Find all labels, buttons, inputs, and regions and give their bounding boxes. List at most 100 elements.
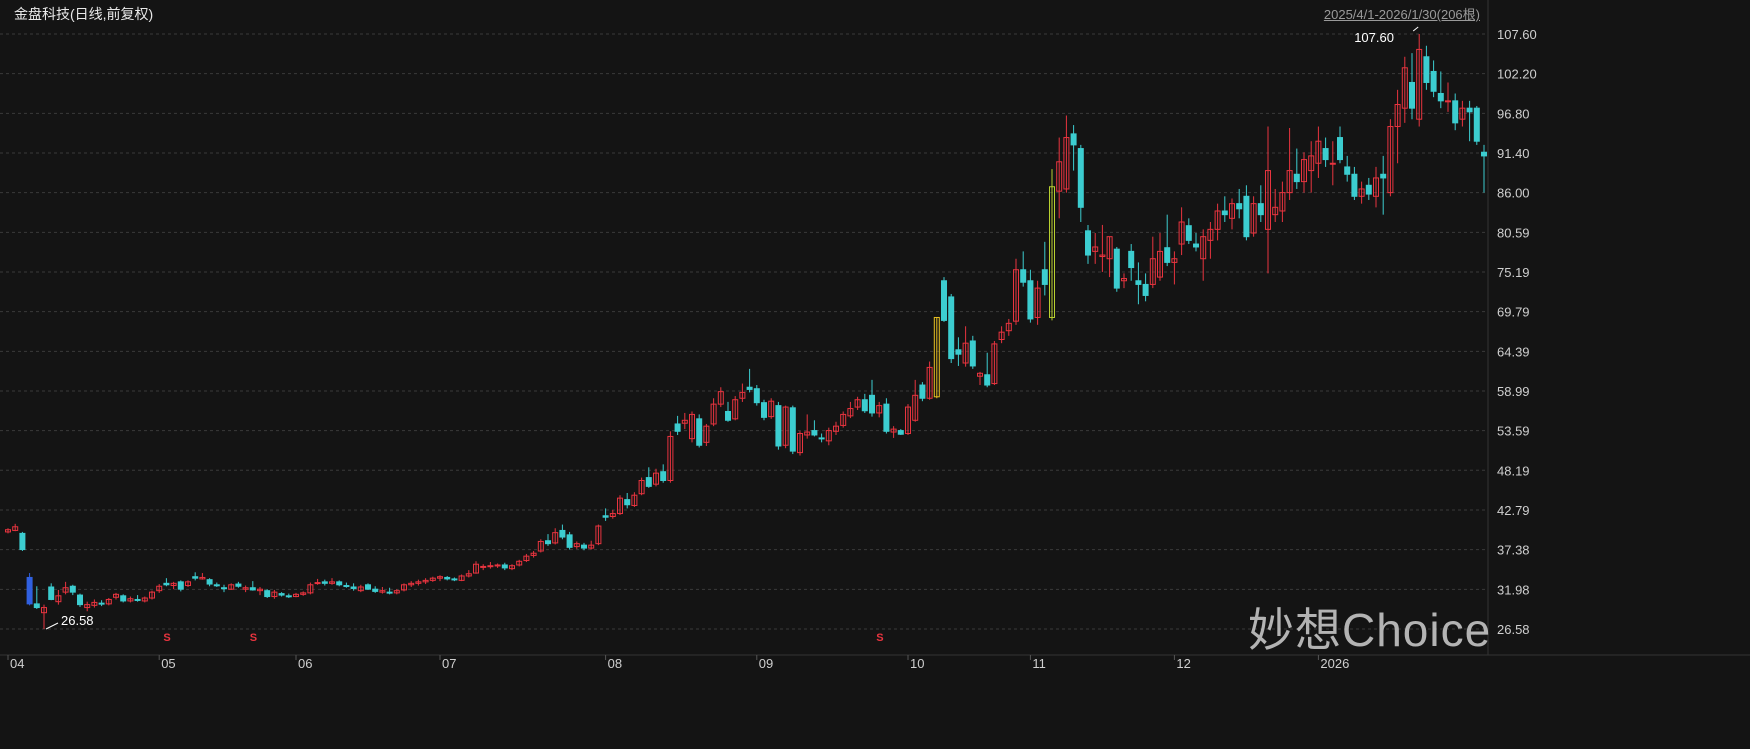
candle-body [300, 592, 307, 595]
y-tick-label: 26.58 [1497, 622, 1530, 637]
candle-body [1380, 173, 1387, 179]
candle-body [645, 477, 652, 487]
candle-body [26, 576, 33, 605]
candle-body [753, 388, 760, 404]
candle-body [1113, 248, 1120, 289]
y-tick-label: 107.60 [1497, 27, 1537, 42]
candle-body [969, 340, 976, 367]
candle-body [185, 581, 191, 587]
candle-body [1085, 230, 1091, 256]
candle-body [199, 576, 206, 580]
x-tick-label: 04 [10, 656, 24, 671]
x-tick-label: 05 [161, 656, 175, 671]
candle-body [170, 582, 177, 587]
candle-body [1279, 192, 1286, 212]
candle-body [84, 604, 91, 609]
candle-body [264, 590, 271, 598]
candle-body [1329, 162, 1336, 165]
chart-title: 金盘科技(日线,前复权) [14, 6, 154, 22]
candle-body [501, 564, 508, 569]
candle-body [1394, 104, 1401, 128]
candle-body [293, 593, 299, 598]
max-arrow [1412, 26, 1419, 32]
candle-body [717, 391, 724, 405]
candle-body [1409, 81, 1415, 109]
candle-body [681, 419, 688, 424]
candle-body [1128, 250, 1135, 269]
candle-body [617, 497, 623, 515]
candle-body [307, 584, 314, 594]
candle-body [933, 316, 940, 398]
candle-body [228, 584, 235, 590]
max-price-label: 107.60 [1354, 30, 1394, 45]
y-tick-label: 86.00 [1497, 186, 1530, 201]
candle-body [509, 565, 515, 570]
candle-body [271, 591, 278, 598]
candle-body [343, 585, 350, 588]
candle-body [1157, 250, 1163, 278]
candle-body [631, 494, 638, 506]
candle-body [1387, 126, 1394, 194]
y-tick-label: 48.19 [1497, 463, 1530, 478]
candle-body [1178, 221, 1185, 245]
candle-body [487, 565, 494, 568]
candle-body [566, 534, 573, 548]
candle-body [386, 591, 393, 594]
candle-body [141, 597, 148, 602]
candle-body [1301, 159, 1307, 183]
candle-body [422, 579, 429, 583]
candle-body [1466, 107, 1473, 113]
candle-body [1452, 100, 1459, 124]
candle-body [163, 582, 170, 586]
candle-body [1445, 100, 1451, 103]
signal-marker-icon: S [876, 632, 883, 644]
candle-body [278, 593, 285, 596]
candle-body [537, 540, 544, 552]
candle-body [1185, 225, 1192, 241]
candle-body [1315, 140, 1322, 164]
y-tick-label: 75.19 [1497, 265, 1530, 280]
candle-body [235, 583, 242, 587]
candle-body [1070, 133, 1077, 146]
candle-body [480, 565, 487, 568]
candle-body [1351, 173, 1358, 197]
candle-body [1401, 67, 1408, 109]
candle-body [653, 472, 659, 485]
x-tick-label: 12 [1176, 656, 1190, 671]
y-tick-label: 69.79 [1497, 305, 1530, 320]
candle-body [1027, 280, 1034, 320]
candle-body [41, 607, 47, 614]
y-tick-label: 91.40 [1497, 146, 1530, 161]
y-tick-label: 58.99 [1497, 384, 1530, 399]
candle-body [1250, 203, 1257, 234]
candle-body [609, 513, 616, 517]
candle-body [897, 430, 904, 435]
candle-body [1272, 206, 1279, 216]
candle-body [890, 428, 897, 433]
candle-body [1121, 278, 1127, 282]
candle-body [883, 403, 890, 432]
candle-body [667, 435, 674, 482]
candle-body [955, 349, 962, 355]
candle-body [1229, 203, 1235, 219]
candle-body [1265, 170, 1271, 230]
y-tick-label: 37.38 [1497, 543, 1530, 558]
date-range-link[interactable]: 2025/4/1-2026/1/30(206根) [1323, 7, 1480, 22]
candle-body [465, 573, 472, 577]
candle-body [1416, 48, 1423, 120]
candle-body [573, 543, 580, 548]
candle-body [919, 384, 926, 399]
candle-body [401, 584, 407, 591]
candle-body [393, 590, 400, 594]
candle-body [120, 595, 127, 602]
candle-body [1207, 228, 1214, 241]
candle-body [494, 564, 501, 567]
candle-body [804, 431, 811, 436]
y-tick-label: 80.59 [1497, 225, 1530, 240]
candle-body [1020, 269, 1027, 283]
candle-body [854, 399, 861, 408]
candle-body [530, 552, 537, 556]
candle-body [689, 413, 695, 440]
watermark-logo: 妙想Choice [1248, 604, 1492, 656]
